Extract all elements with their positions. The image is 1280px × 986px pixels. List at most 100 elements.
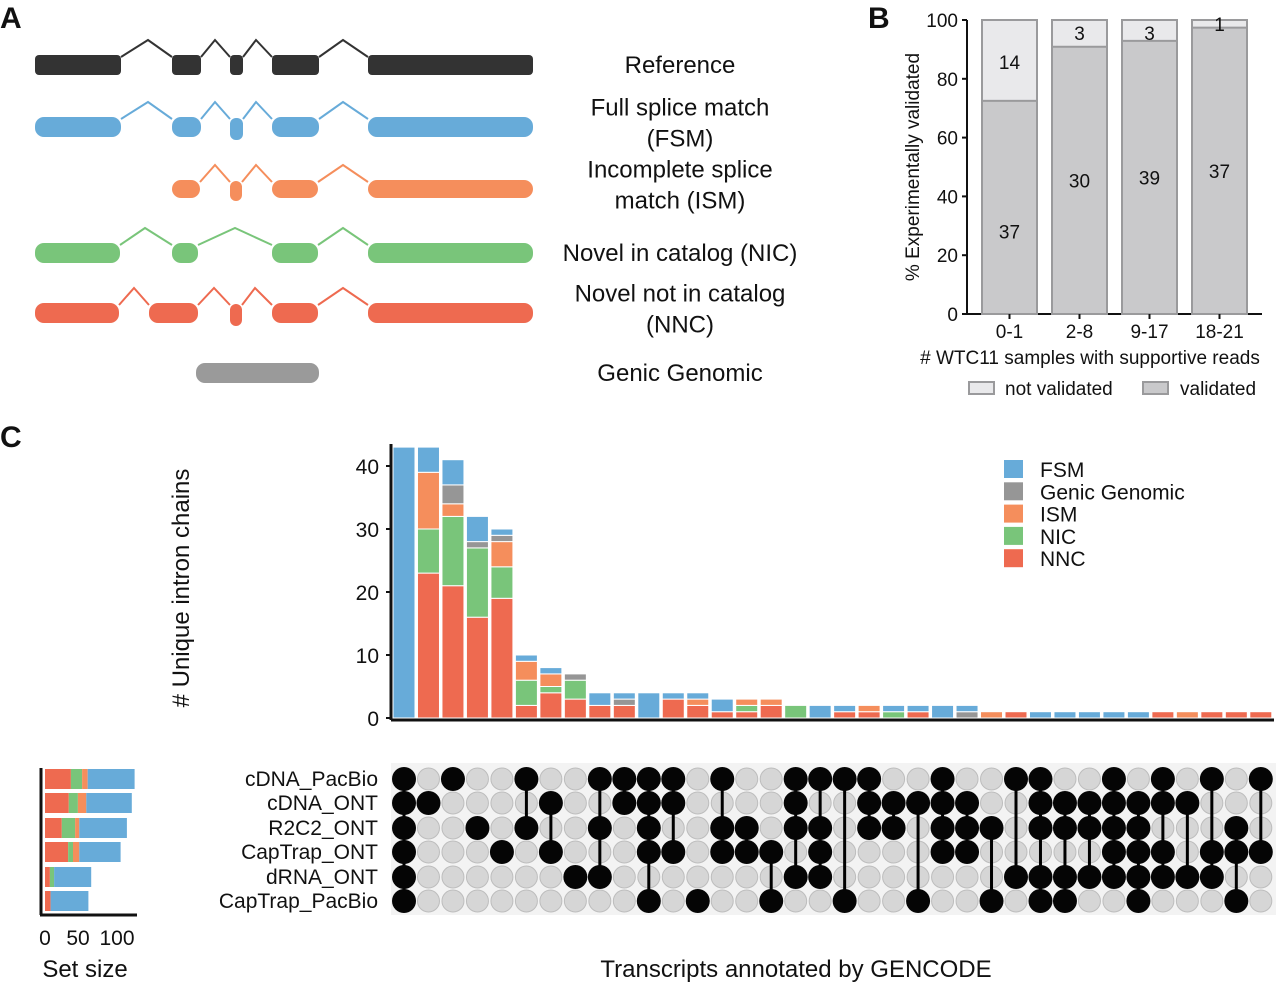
bar-segment-fsm: [539, 667, 563, 675]
intron-line: [317, 286, 369, 306]
x-axis-label: # WTC11 samples with supportive reads: [920, 348, 1260, 369]
matrix-dot-empty: [735, 865, 759, 889]
bar-segment-fsm: [955, 704, 979, 713]
bar-segment-ism: [735, 698, 759, 706]
set-size-segment-nnc: [45, 793, 69, 813]
transcript-genic: [196, 363, 319, 383]
legend-swatch-fsm: [1004, 460, 1023, 478]
set-size-tick-label: 0: [39, 927, 51, 950]
matrix-dot-filled: [685, 889, 710, 913]
matrix-dot-empty: [416, 889, 440, 913]
category-label: (NNC): [646, 312, 714, 339]
matrix-dot-empty: [735, 767, 759, 791]
bar-count-not-validated: 14: [999, 53, 1021, 74]
bar-segment-fsm: [710, 698, 734, 713]
bar-segment-fsm: [416, 446, 440, 473]
matrix-dot-empty: [1126, 767, 1150, 791]
y-tick-label: 0: [367, 708, 379, 731]
matrix-dot-filled: [1126, 816, 1151, 840]
bar-count-not-validated: 1: [1214, 15, 1225, 36]
bar-segment-nnc: [710, 711, 734, 719]
y-tick-label: 40: [356, 456, 379, 479]
category-label: (FSM): [647, 126, 714, 153]
panel-label-c: C: [0, 421, 22, 454]
matrix-dot-empty: [1175, 767, 1199, 791]
legend-label: FSM: [1040, 459, 1084, 482]
matrix-dot-empty: [563, 889, 587, 913]
exon: [230, 304, 242, 326]
bar-validated: [981, 99, 1038, 315]
set-size-segment-nic: [49, 867, 55, 887]
set-size-segment-nnc: [45, 842, 69, 862]
matrix-dot-empty: [735, 889, 759, 913]
matrix-dot-filled: [734, 816, 759, 840]
matrix-dot-empty: [1151, 889, 1175, 913]
matrix-dot-empty: [955, 889, 979, 913]
bar-segment-genic-genomic: [441, 484, 465, 505]
bar-segment-ism: [539, 673, 563, 688]
intron-line: [317, 163, 369, 183]
intron-line: [118, 286, 150, 306]
bar-validated: [1191, 26, 1248, 315]
matrix-dot-filled: [906, 791, 931, 815]
matrix-dot-filled: [955, 816, 980, 840]
set-size-segment-fsm: [54, 867, 92, 887]
panel-label-a: A: [0, 2, 22, 35]
matrix-dot-empty: [686, 865, 710, 889]
matrix-dot-filled: [832, 767, 857, 791]
bar-segment-fsm: [931, 704, 955, 719]
matrix-dot-empty: [735, 791, 759, 815]
matrix-dot-filled: [392, 816, 416, 840]
matrix-dot-empty: [759, 791, 783, 815]
matrix-dot-filled: [1028, 767, 1053, 791]
matrix-dot-filled: [710, 767, 735, 791]
transcript-nic: [35, 226, 533, 263]
bar-segment-nnc: [735, 711, 759, 719]
bar-segment-nic: [416, 528, 440, 574]
validation-bar-chart: 0 20 40 60 80 100% Experimentally validated 37…: [903, 11, 1262, 400]
matrix-dot-empty: [857, 840, 881, 864]
bar-segment-genic-genomic: [563, 673, 587, 681]
exon: [172, 180, 200, 198]
legend-label-validated: validated: [1180, 379, 1256, 400]
matrix-dot-filled: [636, 889, 661, 913]
matrix-dot-empty: [490, 865, 514, 889]
bar-segment-nnc: [416, 572, 440, 719]
y-axis-label: # Unique intron chains: [168, 469, 195, 708]
category-label: Novel in catalog (NIC): [563, 240, 798, 267]
matrix-dot-empty: [465, 840, 489, 864]
matrix-dot-filled: [587, 767, 612, 791]
bar-segment-fsm: [588, 692, 612, 706]
matrix-dot-filled: [538, 791, 563, 815]
bar-segment-ism: [441, 503, 465, 517]
bar-segment-fsm: [882, 704, 906, 713]
matrix-dot-empty: [465, 767, 489, 791]
matrix-dot-filled: [636, 791, 661, 815]
x-tick-label: 9-17: [1130, 322, 1168, 343]
matrix-dot-filled: [759, 840, 784, 864]
bar-segment-nnc: [906, 711, 930, 719]
matrix-dot-filled: [979, 816, 1004, 840]
matrix-dot-filled: [1077, 865, 1102, 889]
legend-swatch-validated: [1142, 381, 1169, 395]
bar-segment-nnc: [563, 698, 587, 719]
exon: [35, 55, 121, 75]
matrix-dot-empty: [416, 767, 440, 791]
bar-segment-fsm: [808, 704, 832, 719]
matrix-dot-empty: [931, 889, 955, 913]
exon: [172, 117, 201, 137]
matrix-dot-filled: [930, 816, 955, 840]
bar-segment-nnc: [539, 692, 563, 719]
intron-line: [200, 38, 231, 58]
bar-segment-genic-genomic: [955, 711, 979, 719]
exon: [172, 55, 201, 75]
matrix-dot-filled: [587, 865, 612, 889]
matrix-dot-empty: [465, 791, 489, 815]
matrix-dot-empty: [490, 791, 514, 815]
matrix-dot-filled: [1101, 816, 1126, 840]
matrix-dot-empty: [1077, 767, 1101, 791]
y-tick-label: 80: [937, 70, 958, 91]
bar-segment-genic-genomic: [490, 534, 514, 543]
matrix-dot-filled: [1126, 865, 1151, 889]
matrix-dot-filled: [636, 767, 661, 791]
